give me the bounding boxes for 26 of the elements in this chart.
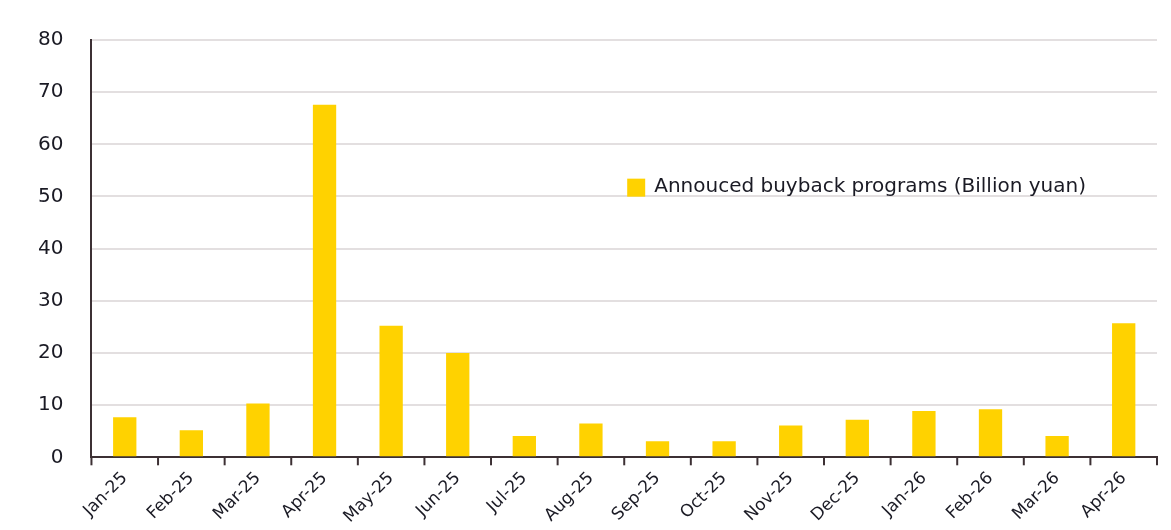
bar xyxy=(645,441,670,457)
bar xyxy=(1112,323,1136,457)
y-tick-label: 80 xyxy=(38,26,64,51)
bar xyxy=(978,409,1003,457)
y-tick-label: 10 xyxy=(38,391,64,416)
y-tick-label: 40 xyxy=(38,234,64,259)
bar xyxy=(779,425,803,457)
bar xyxy=(912,410,936,457)
y-tick-label: 0 xyxy=(50,443,64,468)
bar xyxy=(113,417,137,457)
bar xyxy=(845,419,869,457)
bar xyxy=(312,104,337,457)
y-tick-label: 70 xyxy=(38,78,64,103)
bar xyxy=(579,423,603,457)
y-tick-label: 50 xyxy=(38,182,64,207)
bar xyxy=(179,430,203,457)
bar xyxy=(712,441,736,457)
bar xyxy=(246,403,270,457)
bar xyxy=(1045,435,1069,457)
y-tick-label: 20 xyxy=(38,339,64,364)
bar xyxy=(446,352,470,457)
legend-label: Annouced buyback programs (Billion yuan) xyxy=(654,172,1087,197)
y-tick-label: 30 xyxy=(38,287,64,312)
bar xyxy=(379,325,403,457)
bar xyxy=(512,435,536,457)
y-tick-label: 60 xyxy=(38,130,64,155)
